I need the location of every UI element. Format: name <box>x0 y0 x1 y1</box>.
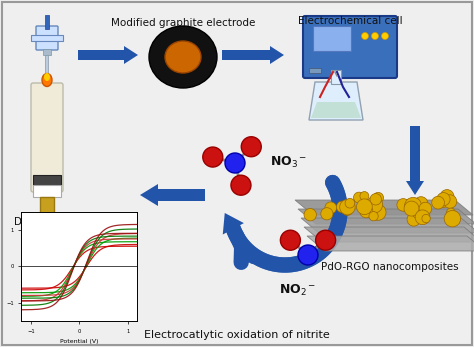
Circle shape <box>438 195 450 208</box>
FancyArrow shape <box>140 184 205 206</box>
FancyArrow shape <box>222 46 284 64</box>
Circle shape <box>362 33 368 40</box>
Bar <box>46 55 48 75</box>
FancyArrow shape <box>78 46 138 64</box>
Bar <box>33 185 61 197</box>
Bar <box>40 197 54 213</box>
FancyArrow shape <box>406 126 424 195</box>
Text: NO$_3$$^-$: NO$_3$$^-$ <box>270 155 307 170</box>
Circle shape <box>419 202 432 215</box>
Circle shape <box>443 195 457 208</box>
FancyBboxPatch shape <box>31 83 63 192</box>
Circle shape <box>241 137 261 157</box>
Bar <box>313 26 351 51</box>
Text: Electrocatlytic oxidation of nitrite: Electrocatlytic oxidation of nitrite <box>144 330 330 340</box>
Circle shape <box>373 192 383 203</box>
Circle shape <box>412 206 424 218</box>
Text: NO$_2$$^-$: NO$_2$$^-$ <box>279 283 317 298</box>
Circle shape <box>437 193 450 206</box>
Bar <box>31 35 63 41</box>
Circle shape <box>354 192 365 203</box>
Ellipse shape <box>44 73 50 81</box>
Circle shape <box>298 245 318 265</box>
Text: Drop casting: Drop casting <box>14 217 80 227</box>
Circle shape <box>414 197 428 210</box>
Circle shape <box>372 33 379 40</box>
Circle shape <box>415 210 430 225</box>
Circle shape <box>405 197 422 214</box>
Circle shape <box>444 210 461 227</box>
Circle shape <box>370 204 386 220</box>
Circle shape <box>345 198 355 208</box>
Text: Electrochemical cell: Electrochemical cell <box>298 16 402 26</box>
Circle shape <box>281 230 301 250</box>
Circle shape <box>340 200 355 215</box>
Polygon shape <box>311 102 361 118</box>
Circle shape <box>366 197 383 213</box>
Circle shape <box>342 205 353 215</box>
Circle shape <box>321 208 333 220</box>
X-axis label: Potential (V): Potential (V) <box>60 339 99 344</box>
Ellipse shape <box>149 26 217 88</box>
Bar <box>45 15 49 29</box>
FancyBboxPatch shape <box>36 26 58 50</box>
Bar <box>309 68 321 73</box>
Circle shape <box>369 212 378 221</box>
Circle shape <box>397 198 410 211</box>
Circle shape <box>370 194 382 205</box>
Bar <box>331 70 341 84</box>
Circle shape <box>360 192 369 201</box>
Polygon shape <box>298 209 474 224</box>
Polygon shape <box>309 82 363 120</box>
Circle shape <box>447 208 455 217</box>
Polygon shape <box>223 213 244 235</box>
Ellipse shape <box>165 41 201 73</box>
Polygon shape <box>307 236 474 251</box>
Text: PdO-RGO nanocomposites: PdO-RGO nanocomposites <box>321 262 459 272</box>
Ellipse shape <box>42 74 52 86</box>
Polygon shape <box>295 200 473 215</box>
Circle shape <box>325 202 337 214</box>
Circle shape <box>382 33 389 40</box>
Circle shape <box>225 153 245 173</box>
Circle shape <box>360 205 373 218</box>
Bar <box>33 175 61 185</box>
Text: Modified graphite electrode: Modified graphite electrode <box>111 18 255 28</box>
FancyBboxPatch shape <box>303 16 397 78</box>
Circle shape <box>432 196 445 209</box>
Circle shape <box>231 175 251 195</box>
Bar <box>43 49 51 55</box>
Circle shape <box>337 201 348 213</box>
Circle shape <box>356 199 372 215</box>
Polygon shape <box>304 227 474 242</box>
Circle shape <box>203 147 223 167</box>
Circle shape <box>440 189 454 204</box>
Circle shape <box>422 214 430 223</box>
Polygon shape <box>301 218 474 233</box>
Circle shape <box>304 209 317 221</box>
Circle shape <box>404 201 419 216</box>
Circle shape <box>407 213 420 226</box>
Circle shape <box>316 230 336 250</box>
